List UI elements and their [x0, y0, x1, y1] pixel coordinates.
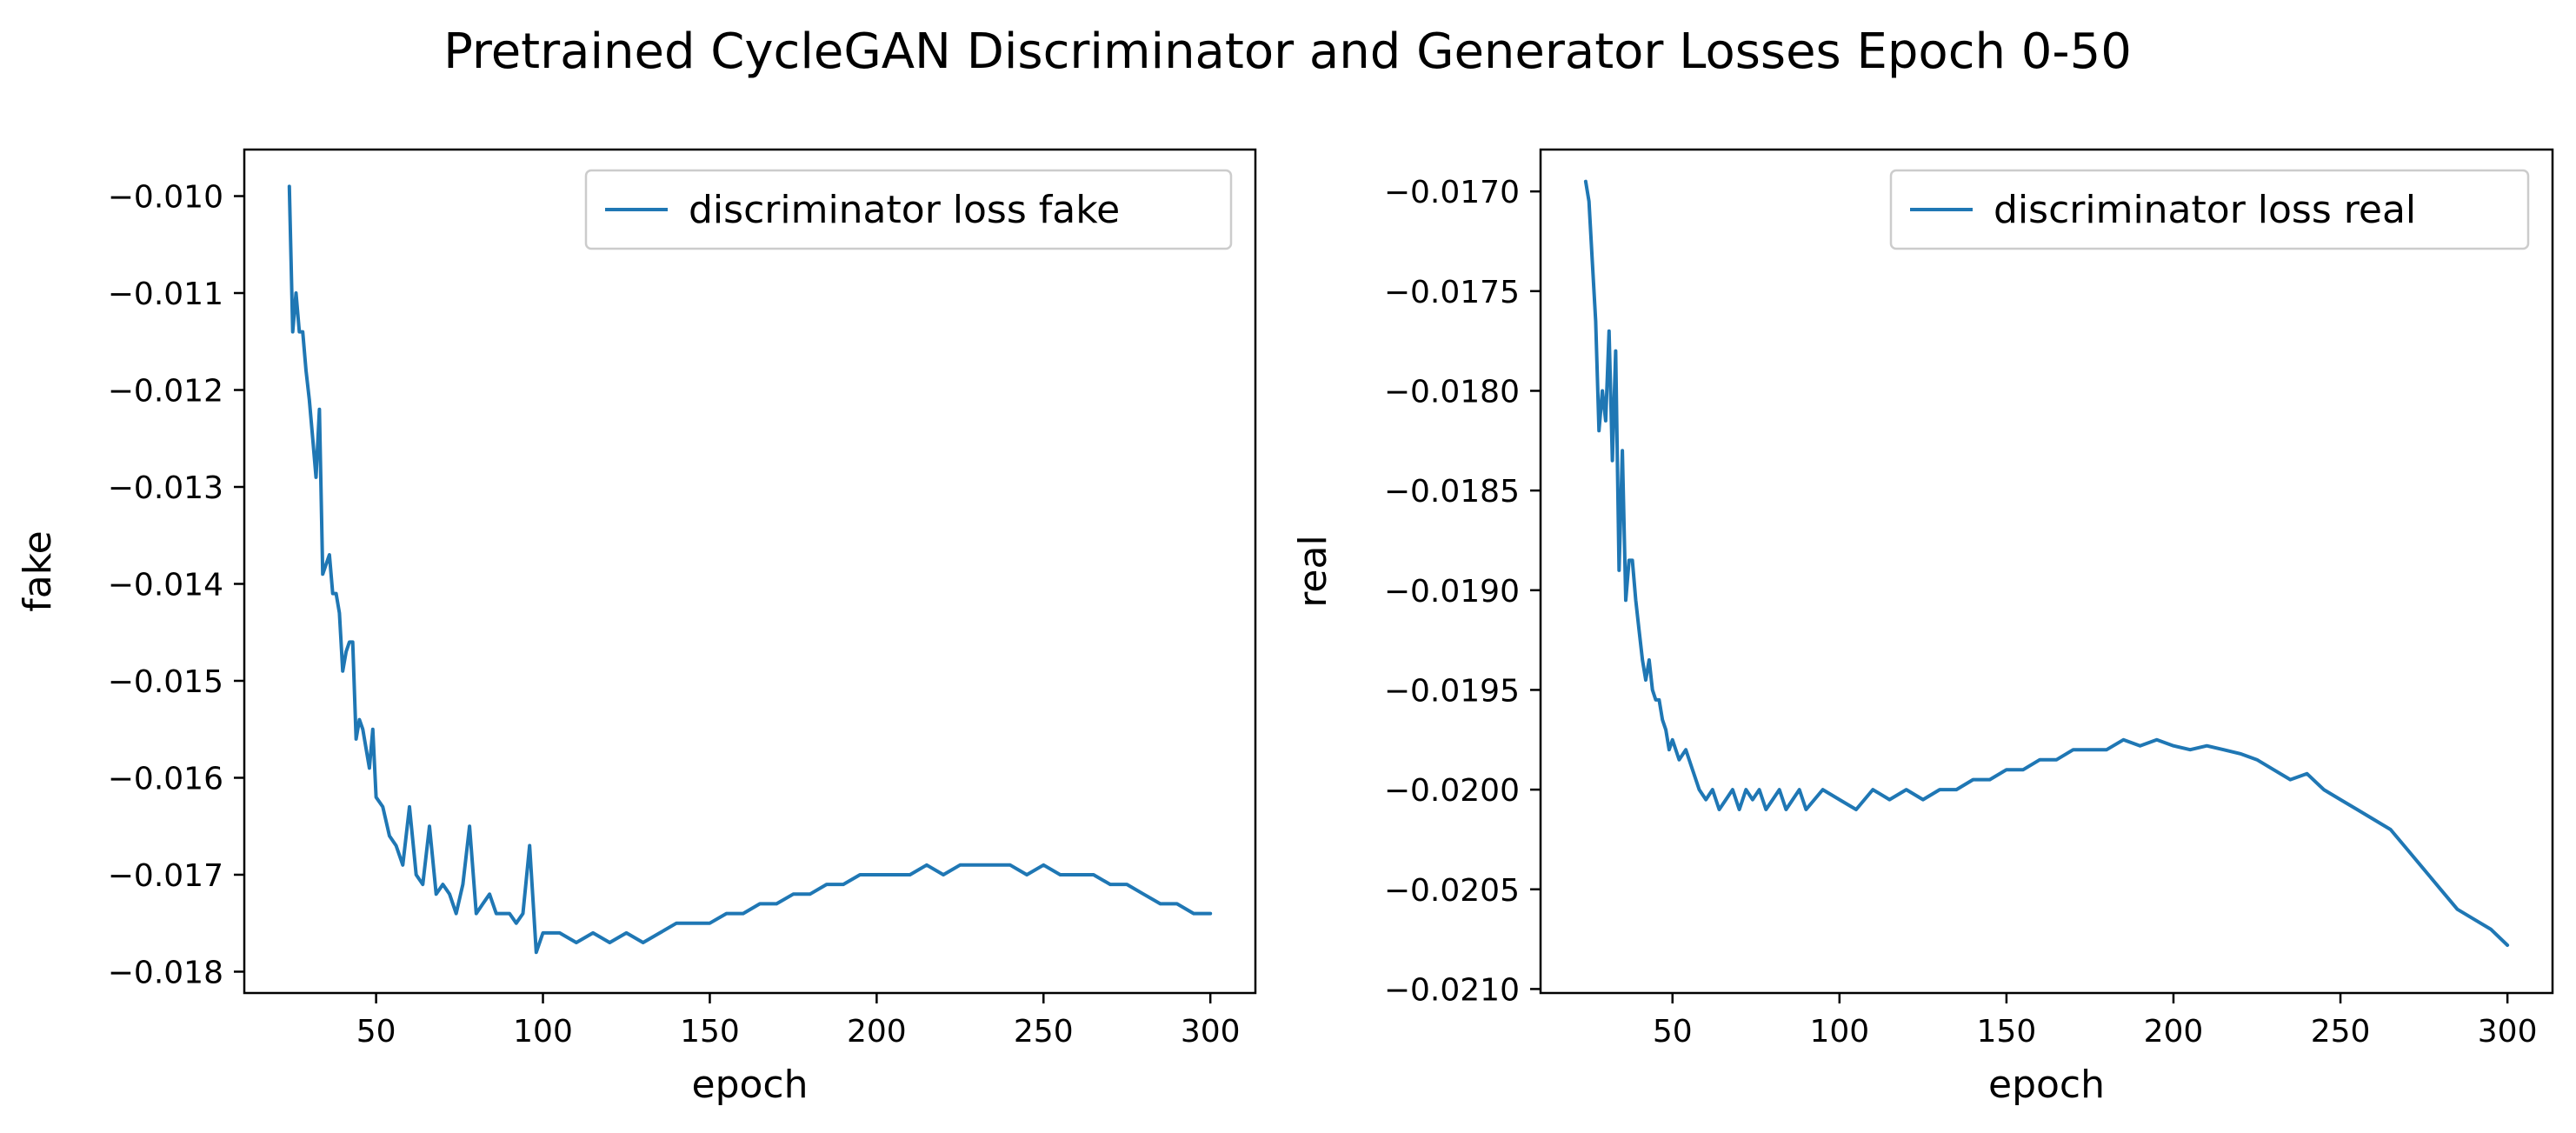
y-axis-label-real: real — [1291, 535, 1335, 607]
x-tick-label-fake: 300 — [1181, 1014, 1241, 1050]
legend-label-real: discriminator loss real — [1994, 188, 2416, 232]
x-tick-label-fake: 250 — [1014, 1014, 1074, 1050]
y-tick-label-real: −0.0180 — [1384, 374, 1520, 410]
y-tick-label-real: −0.0175 — [1384, 275, 1520, 310]
y-tick-label-fake: −0.015 — [108, 664, 223, 700]
y-tick-label-fake: −0.010 — [108, 180, 223, 216]
x-tick-label-real: 50 — [1653, 1014, 1693, 1050]
y-tick-label-real: −0.0170 — [1384, 175, 1520, 210]
x-tick-label-fake: 150 — [680, 1014, 740, 1050]
legend-label-fake: discriminator loss fake — [689, 188, 1120, 232]
plot-frame-fake — [243, 148, 1257, 995]
y-tick-label-fake: −0.014 — [108, 567, 223, 603]
y-tick-label-fake: −0.011 — [108, 277, 223, 312]
y-tick-label-fake: −0.018 — [108, 955, 223, 990]
y-tick-label-real: −0.0195 — [1384, 673, 1520, 709]
x-tick-label-real: 150 — [1977, 1014, 2037, 1050]
y-tick-label-real: −0.0200 — [1384, 773, 1520, 809]
series-line-fake — [287, 184, 1213, 955]
y-axis-label-fake: fake — [16, 530, 60, 611]
legend-box-fake — [584, 169, 1233, 250]
x-tick-label-real: 300 — [2478, 1014, 2538, 1050]
x-axis-label-fake: epoch — [692, 1063, 809, 1107]
chart-panel-real: 50 100 150 200 250 300 −0.0170 −0.0175 −0.0180 −0… — [1291, 148, 2554, 1107]
x-axis-label-real: epoch — [1988, 1063, 2105, 1107]
y-tick-label-fake: −0.017 — [108, 858, 223, 894]
figure-title: Pretrained CycleGAN Discriminator and Ge… — [443, 23, 2132, 80]
plot-frame-real — [1539, 148, 2554, 995]
series-line-real — [1583, 179, 2510, 947]
y-tick-label-real: −0.0185 — [1384, 474, 1520, 510]
y-tick-label-fake: −0.013 — [108, 470, 223, 506]
y-tick-label-real: −0.0210 — [1384, 972, 1520, 1008]
x-tick-label-real: 100 — [1809, 1014, 1869, 1050]
x-tick-label-fake: 50 — [356, 1014, 396, 1050]
y-tick-label-real: −0.0190 — [1384, 574, 1520, 610]
chart-panel-fake: 50 100 150 200 250 300 −0.010 −0.011 −0.012 −0.01… — [16, 148, 1257, 1107]
x-tick-label-real: 250 — [2311, 1014, 2371, 1050]
legend-box-real — [1889, 169, 2530, 250]
y-tick-label-fake: −0.012 — [108, 374, 223, 410]
y-tick-label-real: −0.0205 — [1384, 873, 1520, 909]
y-tick-label-fake: −0.016 — [108, 761, 223, 796]
x-tick-label-fake: 100 — [513, 1014, 573, 1050]
x-tick-label-fake: 200 — [847, 1014, 907, 1050]
x-tick-label-real: 200 — [2144, 1014, 2204, 1050]
